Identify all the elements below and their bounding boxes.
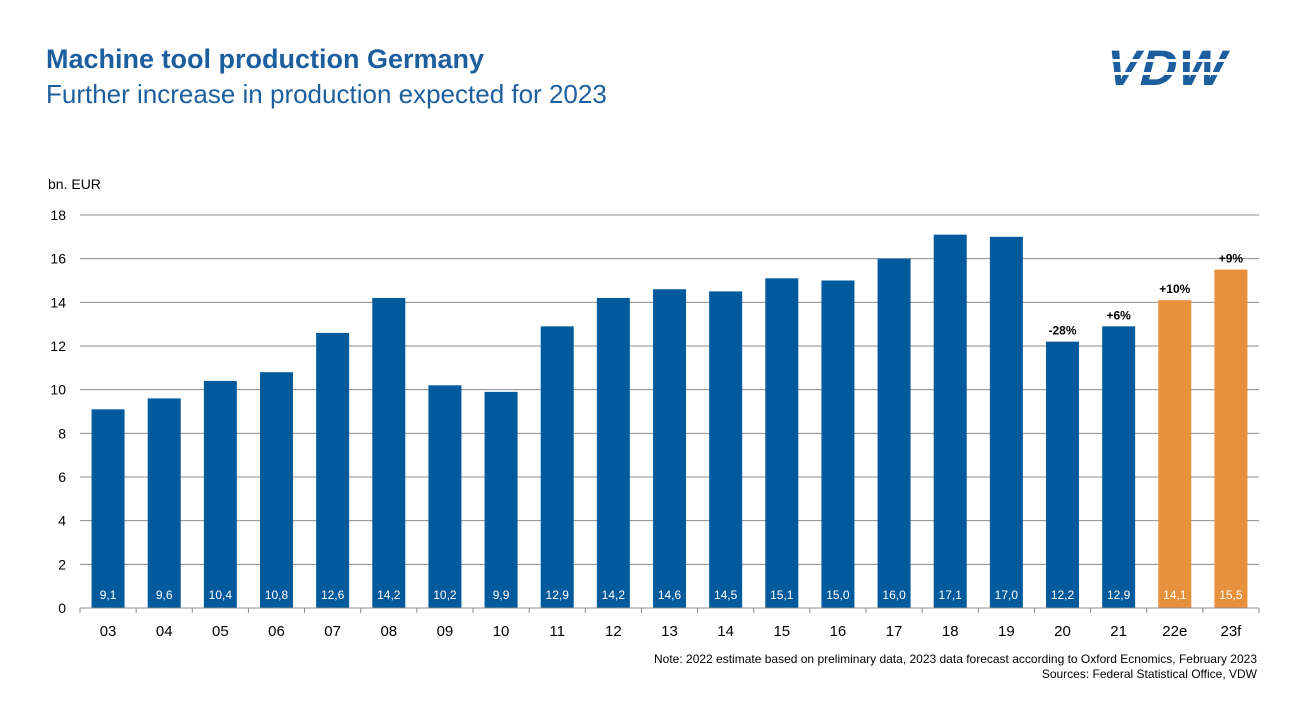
bar-value-label: 12,9 [546,588,570,602]
bar-value-label: 10,2 [433,588,457,602]
y-tick-label: 6 [58,469,66,485]
bar-value-label: 9,9 [493,588,510,602]
y-tick-label: 16 [50,251,66,267]
bar-value-label: 15,0 [826,588,850,602]
footnote-note: Note: 2022 estimate based on preliminary… [654,652,1257,666]
y-tick-label: 0 [58,600,66,616]
bar [653,289,686,608]
bar-value-label: 17,0 [995,588,1019,602]
x-tick-label: 23f [1220,623,1242,640]
bar [877,258,911,608]
y-tick-label: 2 [58,556,66,572]
y-tick-label: 12 [50,338,66,354]
x-tick-label: 12 [605,623,622,640]
bar [540,326,574,608]
bar [821,280,855,608]
bar [316,332,350,608]
x-tick-label: 10 [493,623,510,640]
x-tick-label: 20 [1054,623,1071,640]
chart-title: Machine tool production Germany [46,44,485,74]
bar-value-label: 14,2 [602,588,626,602]
y-tick-label: 8 [58,425,66,441]
vdw-logo: VDW [1100,40,1260,94]
x-tick-label: 16 [830,623,847,640]
bar [372,297,406,608]
change-annotation: +9% [1219,252,1244,266]
bar [1102,326,1136,608]
x-tick-label: 14 [717,623,734,640]
bar-value-label: 15,5 [1219,588,1243,602]
y-tick-label: 14 [50,294,66,310]
bar [933,234,967,608]
bar [596,297,630,608]
x-tick-label: 08 [380,623,397,640]
x-tick-label: 17 [886,623,903,640]
bar [989,236,1023,609]
x-tick-label: 21 [1110,623,1127,640]
bar [91,409,125,608]
bar [147,398,181,608]
x-tick-label: 13 [661,623,678,640]
vdw-logo-text: VDW [1100,40,1234,94]
x-tick-label: 07 [324,623,341,640]
bar [428,385,462,608]
bar-value-label: 12,2 [1051,588,1075,602]
bar [765,278,799,608]
x-tick-label: 15 [773,623,790,640]
x-tick-label: 06 [268,623,285,640]
bar-value-label: 14,6 [658,588,682,602]
x-tick-label: 03 [100,623,117,640]
change-annotation: +6% [1106,308,1131,322]
x-tick-label: 04 [156,623,173,640]
bar [260,372,293,608]
x-tick-label: 11 [549,623,565,640]
footnote-sources: Sources: Federal Statistical Office, VDW [1041,667,1257,681]
bar [203,380,237,608]
y-tick-label: 4 [58,513,66,529]
x-tick-label: 05 [212,623,229,640]
bar [709,291,743,608]
y-tick-label: 18 [50,207,66,223]
bar-value-label: 14,5 [714,588,738,602]
bar [1158,300,1192,608]
x-tick-label: 22e [1162,623,1187,640]
bar [1046,341,1079,608]
change-annotation: -28% [1048,324,1076,338]
bar-value-label: 16,0 [882,588,906,602]
y-axis-label: bn. EUR [48,176,101,192]
bar-value-label: 14,1 [1163,588,1187,602]
bar-value-label: 9,1 [100,588,117,602]
bar-value-label: 9,6 [156,588,173,602]
chart-subtitle: Further increase in production expected … [46,79,607,109]
bar [1214,269,1248,608]
x-tick-label: 09 [437,623,454,640]
bar-value-label: 12,6 [321,588,345,602]
bar-value-label: 17,1 [939,588,963,602]
bar-value-label: 14,2 [377,588,401,602]
x-tick-label: 18 [942,623,959,640]
bar [484,391,518,608]
bar-value-label: 10,4 [209,588,233,602]
bar-value-label: 10,8 [265,588,289,602]
bar-value-label: 15,1 [770,588,794,602]
x-tick-label: 19 [998,623,1015,640]
bar-value-label: 12,9 [1107,588,1131,602]
footnote: Note: 2022 estimate based on preliminary… [654,652,1257,682]
y-tick-label: 10 [50,382,66,398]
change-annotation: +10% [1159,282,1190,296]
